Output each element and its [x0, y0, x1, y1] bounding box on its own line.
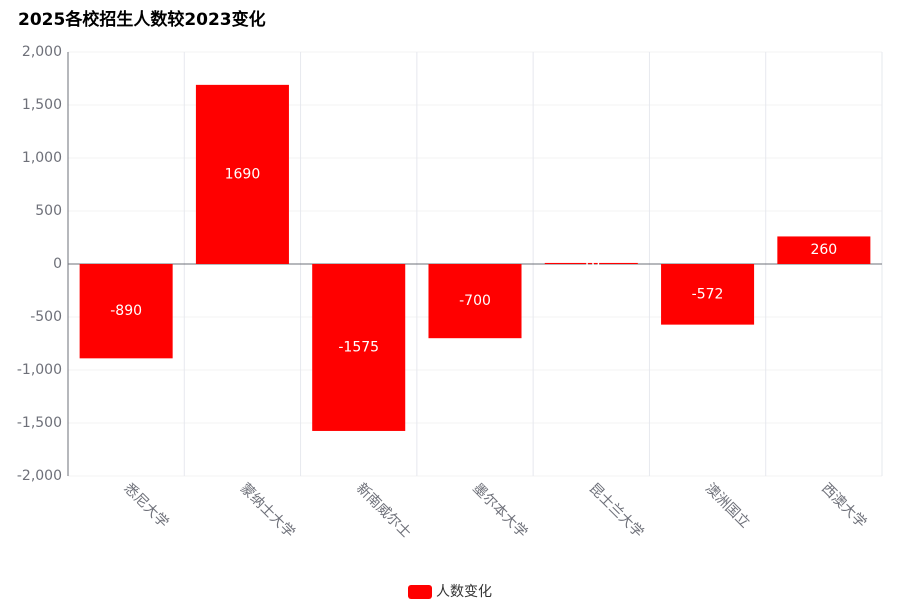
data-label: -1575: [338, 339, 379, 355]
bar: [195, 84, 289, 264]
y-tick-label: 2,000: [22, 44, 62, 60]
y-tick-label: 500: [35, 203, 62, 219]
data-label: -700: [459, 293, 491, 309]
data-label: -890: [110, 303, 142, 319]
y-tick-label: -1,000: [17, 362, 62, 378]
y-tick-label: 1,500: [22, 97, 62, 113]
bar: [777, 236, 871, 264]
data-label: 10: [582, 255, 600, 271]
y-tick-label: -2,000: [17, 468, 62, 484]
data-label: -572: [692, 286, 724, 302]
x-tick-label: 澳洲国立: [702, 480, 753, 531]
legend-swatch: [408, 585, 432, 599]
data-label: 260: [810, 242, 837, 258]
y-tick-label: 1,000: [22, 150, 62, 166]
y-tick-label: 0: [53, 256, 62, 272]
chart-title: 2025各校招生人数较2023变化: [18, 9, 266, 30]
y-tick-label: -500: [30, 309, 62, 325]
x-tick-label: 新南威尔士: [353, 480, 414, 541]
bar: [661, 264, 755, 325]
x-tick-label: 昆士兰大学: [586, 480, 647, 541]
bar: [544, 262, 638, 264]
legend-label: 人数变化: [436, 584, 492, 600]
x-tick-label: 西澳大学: [818, 480, 869, 531]
x-tick-label: 墨尔本大学: [469, 480, 530, 541]
bar: [79, 264, 173, 359]
y-tick-label: -1,500: [17, 415, 62, 431]
data-label: 1690: [225, 166, 261, 182]
bar: [312, 264, 406, 431]
x-tick-label: 悉尼大学: [120, 480, 171, 531]
bar: [428, 264, 522, 339]
x-tick-label: 蒙纳士大学: [237, 480, 298, 541]
